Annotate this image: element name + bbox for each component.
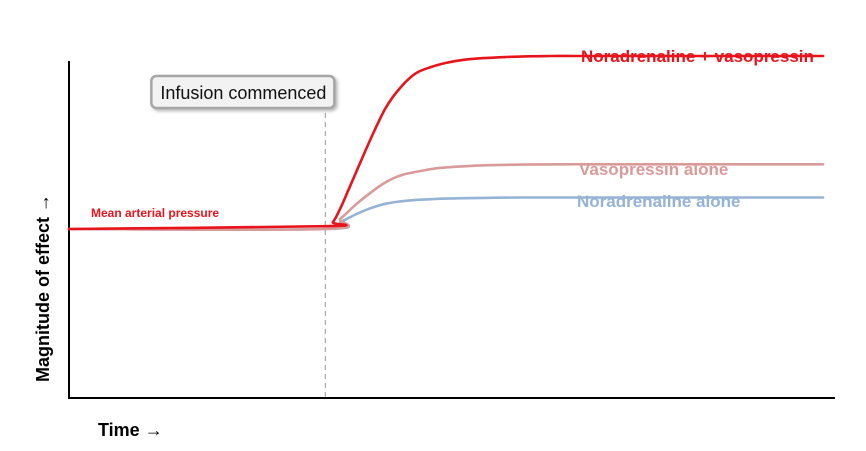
series-label-noradrenaline-alone: Noradrenaline alone [577, 192, 740, 211]
infusion-callout-label: Infusion commenced [160, 83, 326, 103]
series-line-noradrenaline-vasopressin [67, 54, 825, 231]
y-axis-label: Magnitude of effect → [33, 194, 53, 382]
series-line-vasopressin-alone [67, 162, 825, 232]
series-labels: Noradrenaline + vasopressin Vasopressin a… [577, 47, 814, 211]
series-label-vasopressin-alone: Vasopressin alone [579, 160, 728, 179]
mean-arterial-pressure-annotation: Mean arterial pressure [91, 206, 219, 220]
series-lines [67, 54, 825, 232]
series-line-noradrenaline-alone [67, 196, 825, 231]
series-label-noradrenaline-vasopressin: Noradrenaline + vasopressin [581, 47, 814, 66]
x-axis-label: Time → [98, 420, 163, 440]
infusion-callout-box [150, 74, 336, 110]
infusion-callout: Infusion commenced [150, 74, 336, 110]
